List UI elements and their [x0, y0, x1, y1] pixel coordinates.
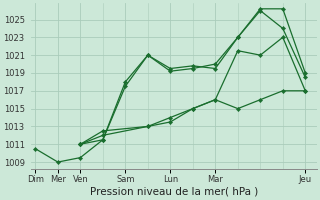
- X-axis label: Pression niveau de la mer( hPa ): Pression niveau de la mer( hPa ): [90, 187, 258, 197]
